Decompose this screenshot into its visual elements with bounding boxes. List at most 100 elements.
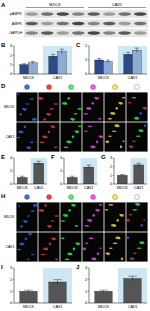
stain (132, 97, 137, 99)
y-tick-label: 2 (60, 169, 62, 173)
error-cap (126, 52, 130, 53)
stain (84, 225, 89, 227)
y-tick-label: 0 (10, 182, 12, 186)
x-tick-label: MDCK (98, 76, 110, 80)
error-cap (36, 161, 41, 162)
bar (117, 175, 127, 184)
stain (32, 118, 37, 121)
error-cap (24, 290, 33, 291)
error-cap (136, 163, 141, 164)
error-cap (99, 290, 108, 291)
blot-band (57, 31, 69, 35)
micrograph (126, 232, 147, 261)
stain (65, 259, 70, 261)
channel-icon (113, 85, 118, 90)
stain (75, 225, 79, 227)
row-label: MDCK (4, 105, 15, 109)
stain (24, 126, 26, 129)
stain (139, 241, 144, 244)
stain (132, 140, 136, 142)
y-axis (64, 158, 65, 184)
blot-band (41, 12, 53, 16)
x-tick-label: MDCK (67, 186, 79, 190)
stain (95, 209, 97, 211)
y-tick-label: 3 (10, 44, 12, 48)
y-tick-label: 1 (85, 290, 87, 294)
stain (144, 124, 146, 127)
x-tick-label: CAV1 (84, 186, 94, 190)
micrograph (60, 122, 81, 151)
stain (31, 254, 35, 256)
highlight-band (118, 46, 147, 74)
bar-chart: I0123MDCKCAV1 (1, 264, 72, 309)
bar (49, 56, 58, 74)
error-cap (51, 54, 55, 55)
x-tick-label: MDCK (23, 305, 35, 309)
y-tick-label: 4 (10, 156, 12, 160)
stain (30, 210, 35, 212)
x-tick-label: CAV1 (34, 186, 44, 190)
blot-band (72, 12, 84, 16)
error-bar (57, 280, 58, 285)
stain (126, 219, 130, 222)
blot-band (57, 12, 69, 16)
stain (60, 220, 65, 222)
y-tick-label: 0 (60, 182, 62, 186)
bar-chart: J0123MDCKCAV1 (76, 264, 147, 309)
stain (72, 135, 74, 138)
stain (133, 252, 137, 254)
bar (34, 163, 44, 184)
x-tick-label: CAV1 (53, 76, 63, 80)
blot-band (134, 22, 146, 26)
stain (55, 259, 59, 261)
stain (90, 145, 95, 148)
marks (95, 48, 141, 74)
highlight-band (81, 158, 98, 184)
channel-icon (91, 85, 96, 90)
stain (122, 97, 126, 99)
stain (67, 97, 69, 100)
stain (118, 102, 120, 104)
stain (92, 102, 94, 105)
y-axis (89, 268, 90, 303)
highlight-band (43, 46, 72, 74)
blot-band (134, 31, 146, 35)
error-bar (103, 290, 104, 292)
error-cap (97, 58, 101, 59)
stain (120, 145, 122, 148)
error-cap (70, 176, 75, 177)
bar (124, 54, 133, 74)
micrograph (82, 232, 103, 261)
bar (20, 291, 37, 303)
marks (17, 161, 43, 184)
micrograph (16, 92, 37, 121)
stain (27, 215, 31, 217)
stain (111, 224, 116, 227)
bar-chart: F024MDCKCAV1 (51, 154, 97, 190)
error-cap (120, 174, 125, 175)
y-tick-label: 3 (85, 266, 87, 270)
stain (22, 108, 24, 110)
blot-band (119, 31, 131, 35)
error-cap (22, 63, 26, 64)
blot-strip (24, 20, 148, 28)
y-axis (114, 158, 115, 184)
row-label: MDCK (4, 215, 15, 219)
bar-chart: B0123MDCKCAV1 (1, 42, 72, 80)
channel-icon (69, 85, 74, 90)
bar (104, 61, 113, 74)
y-axis (14, 268, 15, 303)
error-bar (61, 49, 62, 54)
stain (20, 225, 22, 228)
stain (116, 219, 118, 222)
stain (82, 247, 86, 250)
bar (49, 282, 66, 303)
micrograph (38, 232, 59, 261)
error-bar (107, 60, 108, 63)
stain (18, 205, 20, 207)
blot-band (134, 12, 146, 16)
stain (42, 135, 47, 138)
stain (51, 220, 55, 222)
stain (136, 135, 141, 137)
y-tick-label: 1 (110, 174, 112, 178)
